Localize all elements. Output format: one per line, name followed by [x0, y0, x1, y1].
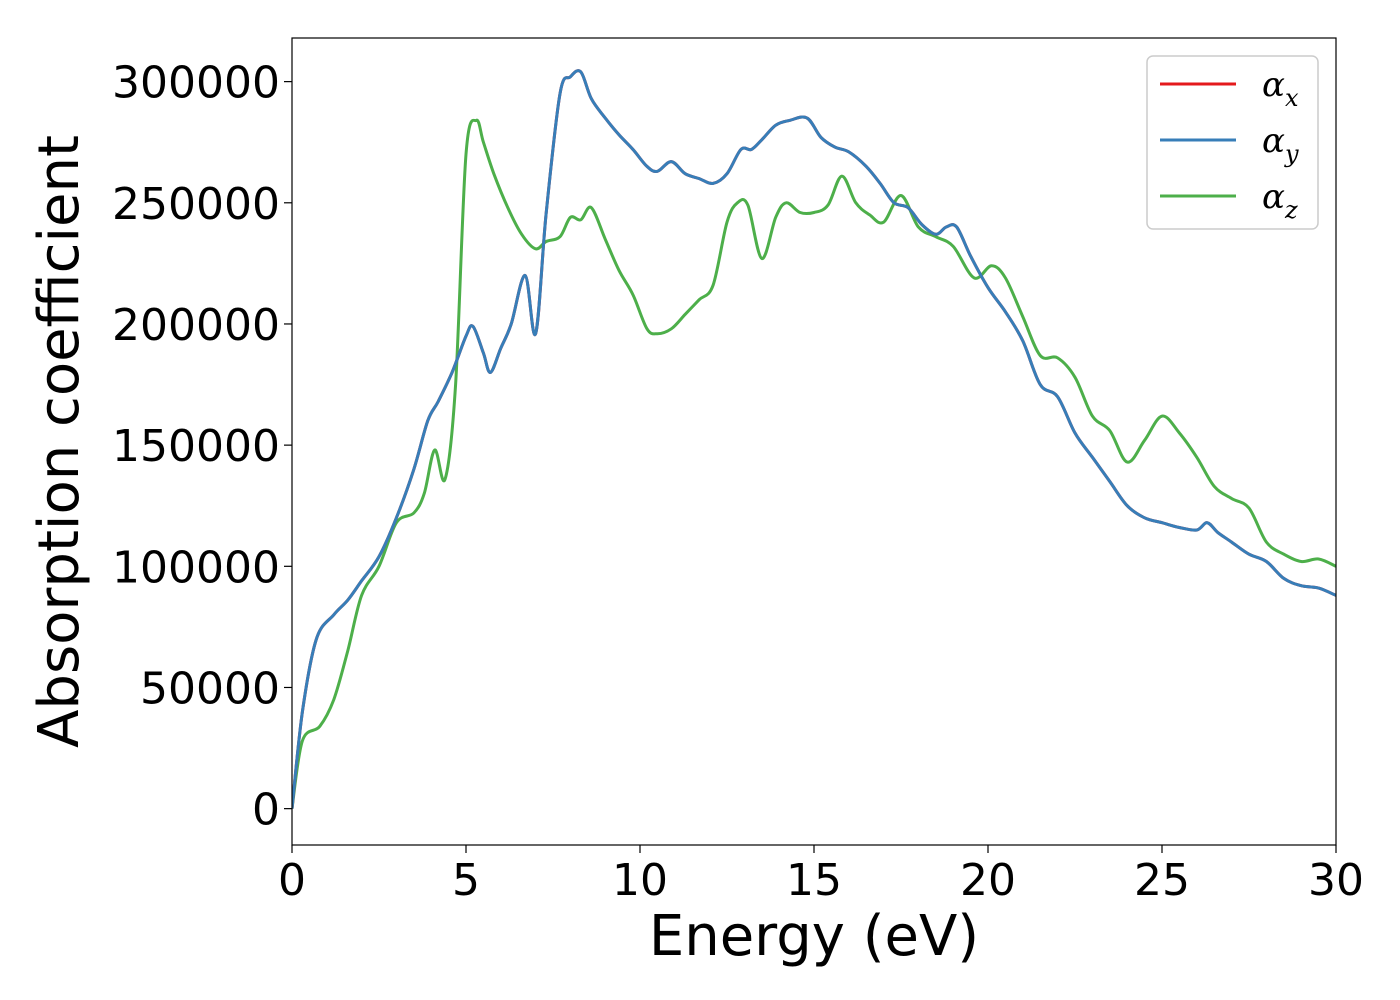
- series-layer: [292, 69, 1336, 809]
- legend-symbol: α: [1262, 121, 1285, 161]
- y-tick-label: 200000: [112, 300, 280, 351]
- y-tick-label: 0: [252, 785, 280, 836]
- y-tick-label: 50000: [140, 663, 280, 714]
- y-tick-label: 150000: [112, 421, 280, 472]
- legend-symbol: α: [1262, 65, 1285, 105]
- x-tick-label: 25: [1134, 855, 1190, 906]
- x-tick-label: 15: [786, 855, 842, 906]
- series-line-z: [292, 118, 1336, 809]
- y-tick-label: 300000: [112, 58, 280, 109]
- y-tick-label: 250000: [112, 179, 280, 230]
- x-axis-label: Energy (eV): [649, 904, 979, 969]
- x-tick-label: 0: [278, 855, 306, 906]
- x-axis: 0 5 10 15 20 25 30: [278, 845, 1364, 906]
- legend-symbol: α: [1262, 177, 1285, 217]
- x-tick-label: 30: [1308, 855, 1364, 906]
- legend-subscript: z: [1284, 196, 1298, 224]
- y-axis: 0 50000 100000 150000 200000 250000 300000: [112, 58, 292, 836]
- legend-entry-x: αx: [1262, 65, 1299, 112]
- x-tick-label: 20: [960, 855, 1016, 906]
- legend-subscript: x: [1285, 84, 1299, 112]
- legend-subscript: y: [1284, 140, 1299, 168]
- x-tick-label: 10: [612, 855, 668, 906]
- legend-box: [1146, 55, 1319, 230]
- y-tick-label: 100000: [112, 542, 280, 593]
- legend-entry-z: αz: [1262, 177, 1298, 224]
- x-tick-label: 5: [452, 855, 480, 906]
- y-axis-label: Absorption coefficient: [27, 135, 92, 748]
- legend-entry-y: αy: [1262, 121, 1299, 168]
- series-line-y: [292, 69, 1336, 809]
